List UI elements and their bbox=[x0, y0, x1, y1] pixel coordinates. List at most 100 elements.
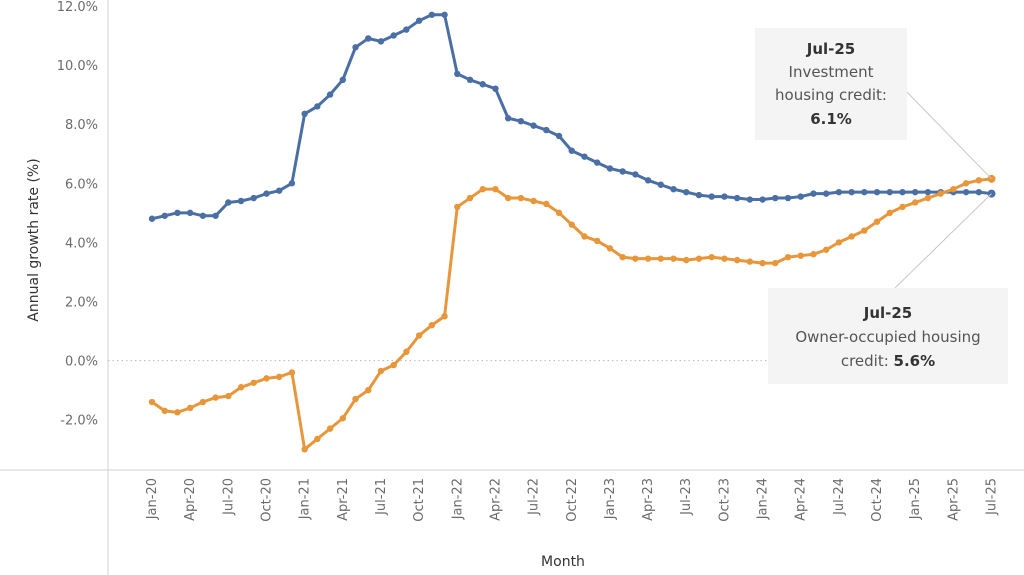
data-point bbox=[225, 392, 232, 400]
x-tick-label: Oct-21 bbox=[412, 478, 427, 522]
investment-annotation: Jul-25 Investment housing credit: 6.1% bbox=[755, 28, 907, 140]
data-point bbox=[415, 332, 423, 339]
data-point bbox=[530, 122, 537, 129]
data-point bbox=[670, 255, 677, 262]
data-point bbox=[848, 188, 855, 196]
data-point bbox=[263, 190, 270, 197]
data-point bbox=[962, 188, 970, 196]
data-point bbox=[301, 110, 308, 118]
data-point bbox=[390, 361, 397, 369]
data-point bbox=[644, 255, 652, 262]
data-point bbox=[174, 409, 181, 416]
x-tick-label: Jan-25 bbox=[908, 478, 923, 520]
data-point bbox=[708, 253, 715, 261]
data-point bbox=[772, 259, 779, 267]
x-tick-label: Oct-23 bbox=[717, 478, 732, 522]
owner-annotation-date: Jul-25 bbox=[863, 304, 913, 322]
data-point bbox=[428, 321, 436, 329]
data-point bbox=[454, 70, 461, 78]
data-point bbox=[848, 233, 855, 240]
data-point bbox=[339, 76, 346, 84]
data-point bbox=[517, 194, 525, 202]
x-tick-label: Jan-23 bbox=[603, 478, 618, 520]
data-point bbox=[492, 85, 499, 92]
data-point bbox=[403, 348, 410, 355]
series-layer bbox=[148, 11, 996, 453]
x-tick-label: Jul-21 bbox=[374, 478, 389, 516]
data-point bbox=[555, 209, 563, 217]
data-point bbox=[899, 188, 906, 196]
data-point bbox=[415, 17, 423, 24]
owner-annotation-line1: Owner-occupied housing bbox=[795, 328, 980, 346]
data-point bbox=[517, 117, 525, 125]
y-tick-labels: -2.0% 0.0% 2.0% 4.0% 6.0% 8.0% 10.0% 12.0% bbox=[57, 0, 98, 429]
x-tick-label: Apr-20 bbox=[183, 478, 198, 521]
data-point bbox=[225, 199, 232, 206]
data-point bbox=[581, 153, 588, 160]
data-point bbox=[365, 386, 372, 394]
data-point bbox=[683, 256, 690, 264]
data-point bbox=[148, 398, 156, 406]
data-point bbox=[784, 253, 792, 261]
investment-annotation-connector bbox=[904, 89, 992, 180]
data-point bbox=[326, 425, 334, 432]
data-point bbox=[441, 11, 448, 18]
data-point bbox=[479, 185, 486, 193]
x-axis-title: Month bbox=[541, 554, 585, 570]
data-point bbox=[733, 256, 741, 264]
data-point bbox=[199, 212, 207, 219]
data-point bbox=[441, 313, 448, 320]
y-tick-label: -2.0% bbox=[60, 414, 98, 429]
investment-annotation-date: Jul-25 bbox=[806, 40, 856, 58]
data-point bbox=[683, 188, 690, 196]
data-point bbox=[543, 200, 550, 208]
data-point bbox=[428, 11, 436, 18]
data-point bbox=[466, 76, 474, 84]
data-point bbox=[263, 375, 270, 382]
data-point bbox=[746, 196, 754, 203]
data-point bbox=[937, 190, 944, 197]
owner-annotation-line2-group: credit: 5.6% bbox=[841, 352, 935, 370]
data-point bbox=[619, 168, 626, 175]
data-point bbox=[212, 212, 219, 219]
data-point bbox=[352, 44, 359, 51]
x-tick-label: Oct-22 bbox=[565, 478, 580, 522]
data-point bbox=[250, 379, 257, 386]
data-point bbox=[504, 194, 512, 202]
data-point bbox=[759, 259, 766, 267]
data-point bbox=[237, 384, 245, 391]
data-point bbox=[733, 194, 741, 202]
data-point bbox=[352, 395, 359, 403]
data-point bbox=[657, 255, 664, 262]
data-point bbox=[975, 177, 982, 184]
data-point bbox=[950, 185, 957, 193]
data-point bbox=[873, 188, 881, 196]
x-tick-label: Apr-25 bbox=[946, 478, 961, 521]
data-point bbox=[746, 258, 754, 265]
data-point bbox=[174, 209, 181, 217]
x-tick-label: Apr-22 bbox=[488, 478, 503, 521]
y-tick-label: 12.0% bbox=[57, 0, 98, 15]
owner-annotation-line2: credit: bbox=[841, 352, 894, 370]
x-tick-label: Apr-23 bbox=[641, 478, 656, 521]
data-point bbox=[912, 188, 919, 196]
data-point bbox=[721, 255, 728, 262]
data-point bbox=[606, 165, 614, 172]
data-point bbox=[199, 398, 207, 406]
y-tick-label: 8.0% bbox=[65, 118, 98, 133]
data-point bbox=[492, 185, 499, 193]
data-point bbox=[161, 407, 168, 415]
data-point bbox=[479, 81, 486, 88]
data-point bbox=[657, 181, 664, 188]
data-point bbox=[326, 91, 334, 98]
x-tick-label: Apr-21 bbox=[336, 478, 351, 521]
data-point bbox=[670, 185, 677, 193]
x-tick-label: Jan-24 bbox=[756, 478, 771, 520]
data-point bbox=[212, 394, 219, 401]
x-tick-label: Jul-24 bbox=[832, 478, 847, 516]
data-point bbox=[822, 190, 830, 197]
data-point bbox=[924, 188, 932, 196]
data-point bbox=[861, 227, 868, 234]
owner-annotation: Jul-25 Owner-occupied housing credit: 5.… bbox=[768, 288, 1008, 384]
